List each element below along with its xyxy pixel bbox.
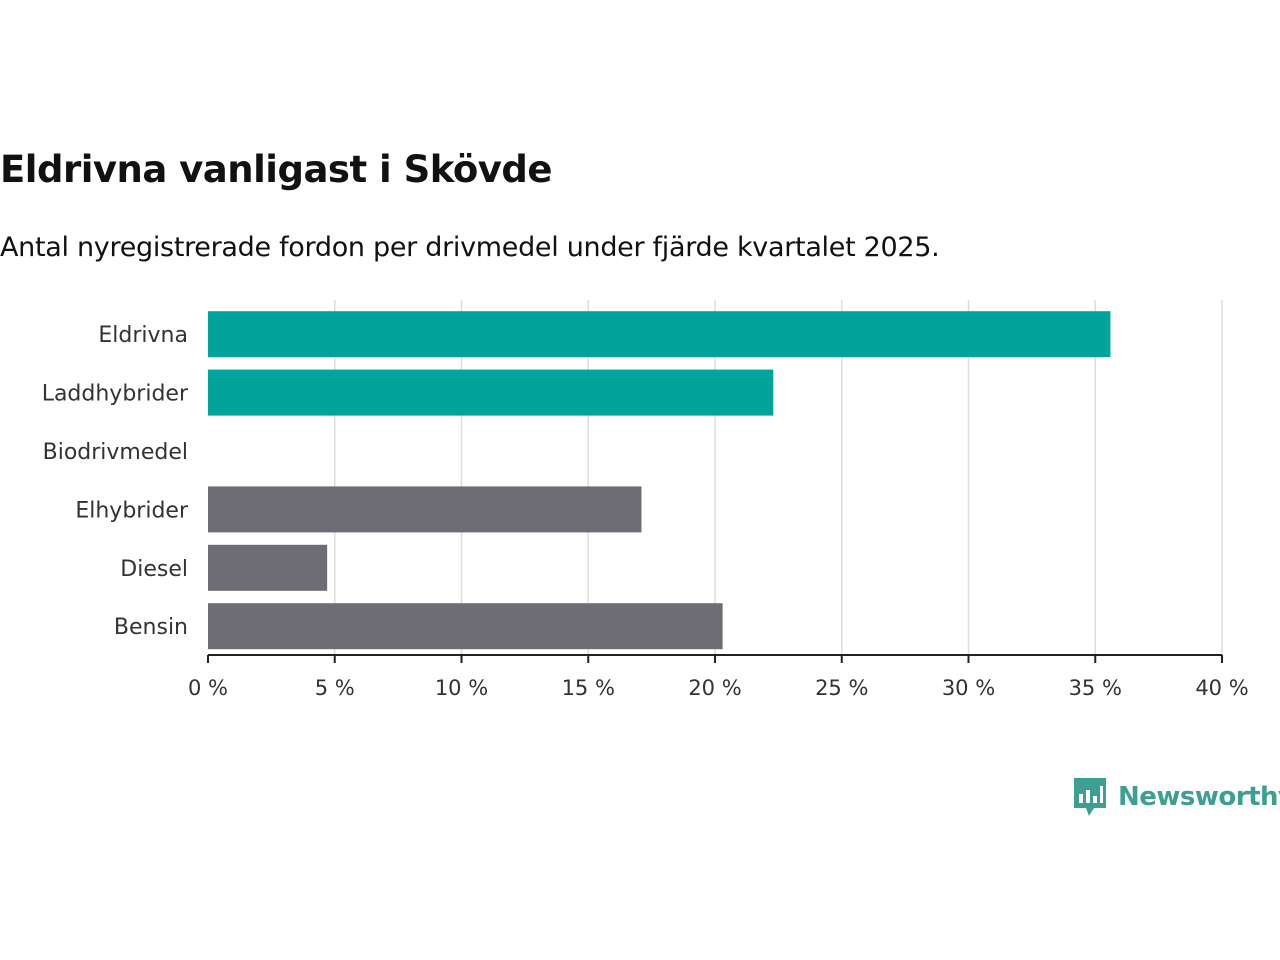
x-tick-label: 40 % — [1195, 676, 1248, 700]
x-tick-label: 15 % — [562, 676, 615, 700]
x-tick-label: 35 % — [1069, 676, 1122, 700]
bar — [208, 486, 642, 533]
x-tick-label: 0 % — [188, 676, 228, 700]
category-label: Bensin — [114, 615, 188, 640]
bar — [208, 311, 1111, 358]
bar-chart: Eldrivna Laddhybrider Biodrivmedel Elhybrid… — [42, 300, 1249, 700]
x-tick-label: 10 % — [435, 676, 488, 700]
bar — [208, 369, 774, 416]
x-tick-label: 30 % — [942, 676, 995, 700]
bar — [208, 603, 723, 650]
category-label: Diesel — [120, 557, 188, 582]
category-label: Elhybrider — [75, 498, 189, 523]
x-tick-label: 25 % — [815, 676, 868, 700]
category-label: Laddhybrider — [42, 382, 189, 407]
x-tick-label: 20 % — [688, 676, 741, 700]
brand-logo: Newsworthy — [1072, 776, 1280, 818]
brand-name: Newsworthy — [1118, 782, 1280, 812]
category-label: Eldrivna — [98, 323, 188, 348]
bar-chart-speech-bubble-icon — [1074, 778, 1106, 816]
chart-subtitle: Antal nyregistrerade fordon per drivmede… — [0, 232, 940, 263]
chart-title: Eldrivna vanligast i Skövde — [0, 148, 552, 191]
bar — [208, 544, 328, 591]
category-label: Biodrivmedel — [43, 440, 188, 465]
x-tick-label: 5 % — [315, 676, 355, 700]
